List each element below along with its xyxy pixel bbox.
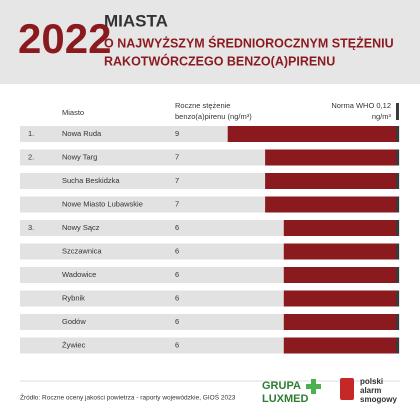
value-label: 6	[175, 246, 179, 255]
bar	[283, 267, 396, 283]
city: Szczawnica	[62, 246, 102, 255]
city: Nowy Targ	[62, 152, 97, 161]
column-header: Roczne stężenie	[175, 101, 230, 110]
city: Wadowice	[62, 270, 96, 279]
value-label: 6	[175, 270, 179, 279]
city: Nowa Ruda	[62, 129, 102, 138]
value-label: 7	[175, 199, 179, 208]
year: 2022	[18, 15, 111, 62]
bar	[265, 196, 396, 213]
source: Źródło: Roczne oceny jakości powietrza -…	[20, 393, 236, 402]
norm-segment	[396, 173, 399, 189]
bar	[227, 126, 396, 142]
column-header: benzo(a)pirenu (ng/m³)	[175, 112, 252, 121]
city: Rybnik	[62, 293, 85, 302]
norm-segment	[396, 196, 399, 213]
logo-icon	[340, 378, 354, 400]
norm-segment	[396, 243, 399, 260]
city: Żywiec	[62, 340, 86, 349]
bar	[283, 290, 396, 307]
city: Nowy Sącz	[62, 223, 100, 232]
city: Godów	[62, 317, 86, 326]
norm-segment	[396, 314, 399, 330]
value-label: 6	[175, 317, 179, 326]
norm-label: Norma WHO 0,12	[331, 101, 391, 110]
logo-text: alarm	[360, 386, 381, 395]
norm-segment	[396, 149, 399, 166]
norm-segment	[396, 337, 399, 354]
title-line: O NAJWYŻSZYM ŚREDNIOROCZNYM STĘŻENIU	[104, 35, 394, 50]
norm-marker	[396, 103, 399, 120]
bar	[283, 243, 396, 260]
title-line: RAKOTWÓRCZEGO BENZO(A)PIRENU	[104, 53, 335, 68]
bar	[283, 314, 396, 330]
city: Sucha Beskidzka	[62, 176, 120, 185]
logo-text: smogowy	[360, 395, 397, 404]
rank: 1.	[28, 129, 34, 138]
rank: 2.	[28, 152, 34, 161]
bar	[265, 173, 396, 189]
value-label: 7	[175, 152, 179, 161]
logo-text: LUXMED	[262, 393, 309, 405]
logo-text: polski	[360, 377, 383, 386]
city: Nowe Miasto Lubawskie	[62, 199, 143, 208]
column-header: Miasto	[62, 108, 84, 117]
value-label: 6	[175, 293, 179, 302]
value-label: 6	[175, 223, 179, 232]
bar	[283, 220, 396, 236]
bar	[283, 337, 396, 354]
value-label: 6	[175, 340, 179, 349]
logo-text: GRUPA	[262, 380, 301, 392]
norm-segment	[396, 290, 399, 307]
norm-segment	[396, 220, 399, 236]
bar	[265, 149, 396, 166]
norm-segment	[396, 267, 399, 283]
title-line: MIASTA	[104, 11, 168, 30]
value-label: 7	[175, 176, 179, 185]
value-label: 9	[175, 129, 179, 138]
norm-segment	[396, 126, 399, 142]
header-bg	[0, 0, 420, 84]
norm-unit: ng/m³	[372, 112, 392, 121]
logo-cross	[306, 379, 321, 394]
rank: 3.	[28, 223, 34, 232]
